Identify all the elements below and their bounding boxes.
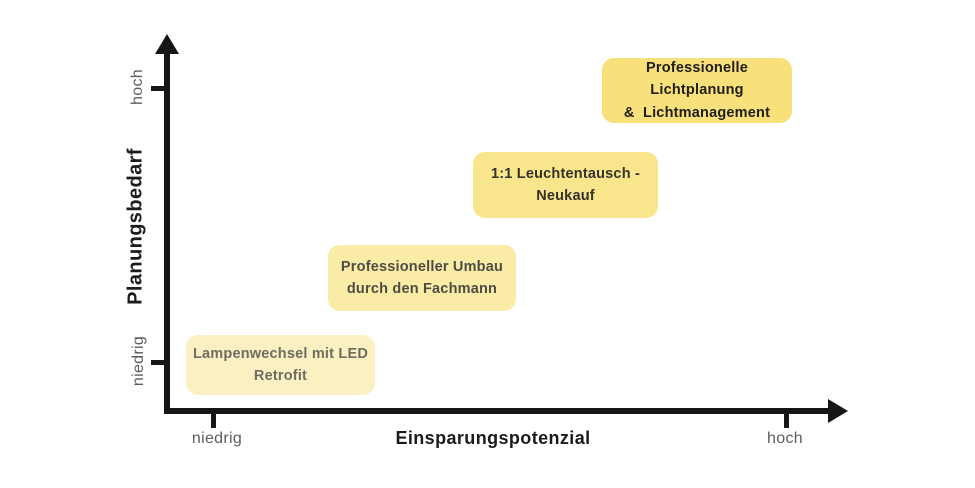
y-tick-label-hoch: hoch [129, 69, 146, 105]
y-axis-tick-niedrig [151, 360, 165, 365]
box-text-line: Lampenwechsel mit LED [192, 345, 369, 362]
y-axis-tick-hoch [151, 86, 165, 91]
box-text-line: Professionelle Lichtplanung [646, 59, 753, 99]
x-axis-line [164, 408, 830, 414]
y-tick-label-niedrig: niedrig [130, 335, 147, 387]
box-lampenwechsel-led-retrofit: Lampenwechsel mit LED Retrofit [186, 335, 375, 395]
box-text-line: Neukauf [536, 188, 595, 204]
box-professioneller-umbau: Professioneller Umbau durch den Fachmann [328, 245, 516, 311]
x-axis-tick-niedrig [211, 414, 216, 428]
box-leuchtentausch-neukauf: 1:1 Leuchtentausch - Neukauf [473, 152, 658, 218]
y-axis-line [164, 50, 170, 414]
box-text-line: 1:1 Leuchtentausch - [490, 165, 641, 182]
y-axis-title: Planungsbedarf [124, 148, 147, 305]
x-tick-label-niedrig: niedrig [191, 430, 243, 447]
arrowhead-up-icon [155, 34, 179, 54]
x-axis-tick-hoch [784, 414, 789, 428]
box-text-line: Retrofit [253, 368, 308, 384]
x-tick-label-hoch: hoch [767, 430, 803, 447]
box-text-line: Professioneller Umbau [340, 258, 504, 275]
arrowhead-right-icon [828, 399, 848, 423]
box-professionelle-lichtplanung: Professionelle Lichtplanung & Lichtmanag… [602, 58, 792, 123]
x-axis-title: Einsparungspotenzial [395, 428, 591, 448]
box-text-line: & Lichtmanagement [623, 104, 771, 121]
box-text-line: durch den Fachmann [346, 281, 498, 297]
